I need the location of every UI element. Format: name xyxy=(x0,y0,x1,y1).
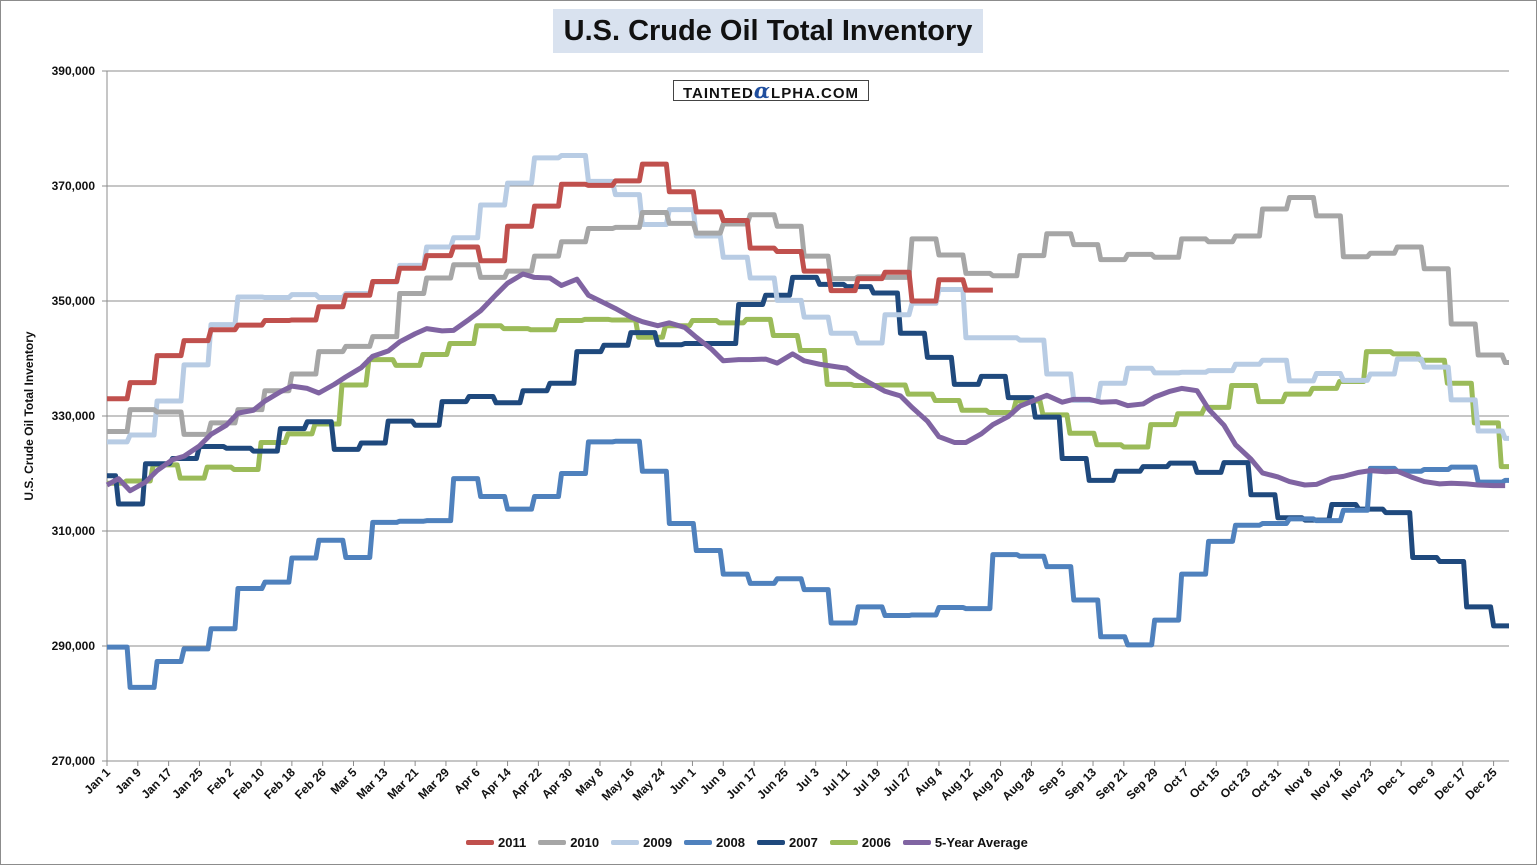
series-line-2006 xyxy=(107,316,1509,486)
legend-swatch xyxy=(684,839,713,845)
x-tick-label: Mar 29 xyxy=(415,765,452,802)
x-tick-label: Aug 12 xyxy=(938,765,976,803)
watermark-alpha-glyph: α xyxy=(753,80,772,101)
x-tick-label: Aug 20 xyxy=(969,765,1007,803)
x-tick-label: Oct 15 xyxy=(1187,765,1223,801)
axes xyxy=(106,71,1509,766)
x-tick-label: Jun 1 xyxy=(667,765,699,797)
x-tick-label: Sep 13 xyxy=(1062,765,1099,802)
legend-item-2007: 2007 xyxy=(756,834,818,850)
legend-label: 2010 xyxy=(570,834,600,850)
legend-swatch xyxy=(466,839,494,845)
x-tick-label: Dec 25 xyxy=(1462,765,1499,802)
legend-label: 2006 xyxy=(861,834,891,850)
series-line-2011 xyxy=(107,161,993,402)
y-tick-labels: 270,000 290,000 310,000 330,000 350,000 370,0… xyxy=(52,64,96,768)
x-tick-label: May 16 xyxy=(599,765,637,803)
x-tick-label: Mar 13 xyxy=(354,765,391,802)
series-line-2007 xyxy=(107,274,1509,629)
y-tick-label: 310,000 xyxy=(52,524,96,538)
x-tick-label: Feb 18 xyxy=(261,765,298,802)
legend-label: 2008 xyxy=(716,834,745,850)
legend-swatch xyxy=(829,839,858,845)
legend-label: 5-Year Average xyxy=(934,834,1028,850)
y-axis-label: U.S. Crude Oil Total Inventory xyxy=(22,331,36,500)
watermark-text-right: LPHA.COM xyxy=(771,85,860,101)
x-tick-label: Apr 14 xyxy=(477,765,514,802)
x-tick-label: Nov 16 xyxy=(1308,765,1346,803)
x-tick-label: Feb 10 xyxy=(230,765,267,802)
legend-item-2008: 2008 xyxy=(684,835,745,850)
x-tick-label: Jan 17 xyxy=(138,765,175,802)
x-tick-label: Sep 21 xyxy=(1093,765,1130,802)
legend-swatch xyxy=(538,839,567,845)
x-tick-label: Aug 28 xyxy=(999,765,1037,803)
x-tick-label: Jun 17 xyxy=(723,765,760,802)
x-tick-label: May 24 xyxy=(630,765,668,803)
legend-swatch xyxy=(756,839,785,845)
legend-swatch xyxy=(611,839,640,845)
legend-label: 2011 xyxy=(498,834,527,850)
x-tick-label: Jul 3 xyxy=(793,765,822,794)
x-tick-label: Apr 30 xyxy=(539,765,576,802)
series-layer xyxy=(105,153,1509,690)
x-tick-label: Jul 19 xyxy=(849,765,883,799)
x-tick-label: Jun 25 xyxy=(754,765,791,802)
legend: 2011 2010 2009 2008 2007 2006 5-Year Average xyxy=(466,833,1028,851)
y-tick-label: 390,000 xyxy=(52,64,96,78)
legend-item-2006: 2006 xyxy=(829,834,891,850)
x-tick-label: Jan 25 xyxy=(169,765,206,802)
x-tick-label: Dec 1 xyxy=(1375,765,1408,798)
watermark-text-left: TAINTED xyxy=(682,85,754,101)
legend-item-5-year-average: 5-Year Average xyxy=(902,834,1028,850)
y-tick-label: 350,000 xyxy=(52,294,96,308)
legend-item-2010: 2010 xyxy=(538,835,599,850)
x-tick-label: Mar 21 xyxy=(384,765,421,802)
y-tick-label: 370,000 xyxy=(52,179,96,193)
x-tick-label: Nov 23 xyxy=(1339,765,1377,803)
x-tick-label: Jul 11 xyxy=(819,765,853,799)
series-line-5-year-average xyxy=(105,271,1506,494)
watermark-logo: TAINTEDαLPHA.COM xyxy=(673,80,869,101)
x-tick-label: Apr 22 xyxy=(508,765,545,802)
series-line-2008 xyxy=(107,438,1509,690)
legend-item-2011: 2011 xyxy=(466,835,526,850)
x-tick-label: Sep 29 xyxy=(1124,765,1161,802)
x-tick-label: Oct 31 xyxy=(1248,765,1284,801)
x-tick-label: Jan 1 xyxy=(82,765,114,797)
y-tick-label: 330,000 xyxy=(52,409,96,423)
grid-lines xyxy=(102,70,1509,762)
x-tick-label: Dec 17 xyxy=(1432,765,1469,802)
legend-label: 2007 xyxy=(788,834,818,850)
series-line-2010 xyxy=(107,195,1509,437)
x-tick-label: Feb 26 xyxy=(292,765,329,802)
legend-item-2009: 2009 xyxy=(611,835,672,850)
legend-label: 2009 xyxy=(643,834,673,850)
x-tick-label: Jul 27 xyxy=(880,765,914,799)
y-tick-label: 290,000 xyxy=(52,639,96,653)
legend-swatch xyxy=(902,839,931,845)
y-tick-label: 270,000 xyxy=(52,754,96,768)
x-tick-label: Oct 23 xyxy=(1217,765,1253,801)
chart-title: U.S. Crude Oil Total Inventory xyxy=(553,9,983,53)
